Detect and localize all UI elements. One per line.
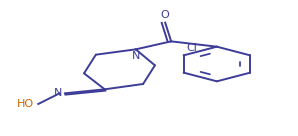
Text: HO: HO (17, 99, 34, 109)
Text: N: N (131, 51, 140, 61)
Text: N: N (54, 88, 63, 98)
Text: O: O (161, 10, 170, 20)
Text: Cl: Cl (187, 43, 198, 53)
